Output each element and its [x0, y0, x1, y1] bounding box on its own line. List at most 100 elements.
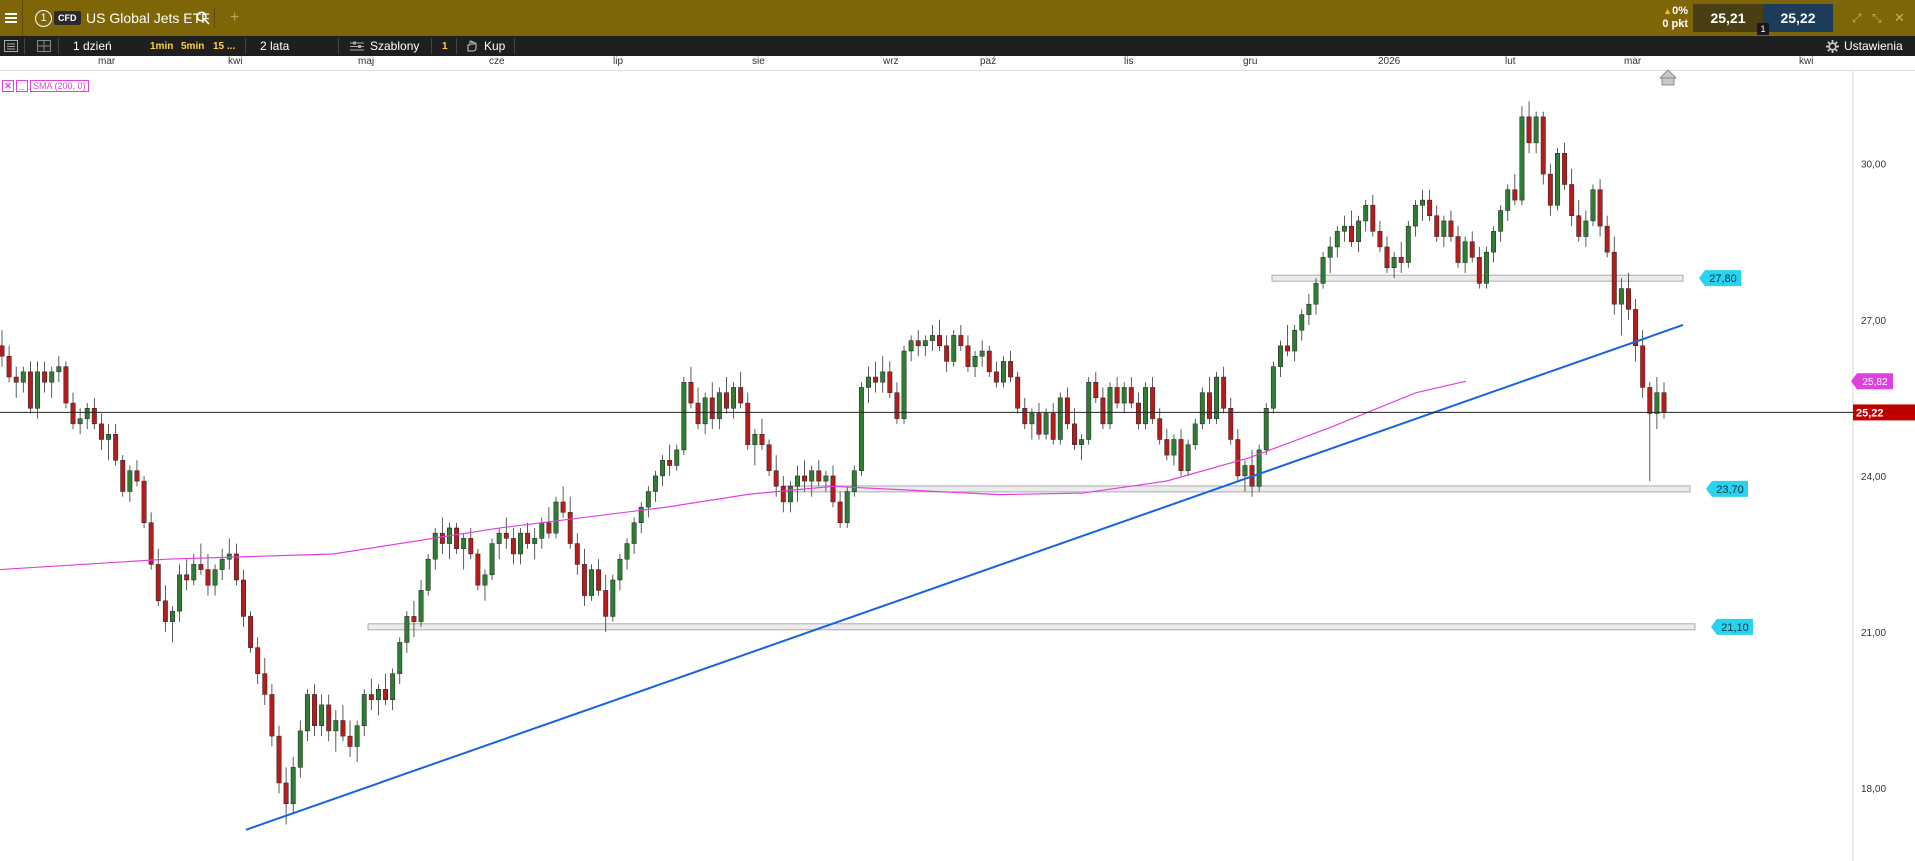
candle-body: [1029, 413, 1035, 425]
candle-body: [958, 335, 964, 347]
candle-body: [759, 434, 765, 445]
candle-body: [1341, 225, 1347, 232]
candle-body: [482, 574, 488, 586]
level-label-bg[interactable]: [1706, 480, 1748, 497]
window-number-badge[interactable]: 1: [35, 0, 52, 36]
candle-body: [77, 418, 83, 425]
candle-body: [681, 381, 687, 451]
remove-indicator-icon[interactable]: ✕: [2, 80, 14, 92]
trend-line[interactable]: [245, 324, 1684, 831]
level-label: 27,80: [1709, 273, 1737, 285]
current-price-label: 25,22: [1856, 407, 1884, 419]
shrink-icon[interactable]: ⤡: [1872, 10, 1882, 25]
candle-body: [929, 335, 935, 341]
candle-body: [1292, 329, 1298, 352]
candle-body: [27, 371, 33, 409]
candle-body: [1483, 251, 1489, 284]
chart-area[interactable]: 30,00 27,00 24,00 21,00 18,00 27,80 23,70 21,1…: [0, 70, 1915, 861]
candle-body: [901, 350, 907, 419]
candle-body: [1654, 392, 1660, 414]
settings-button[interactable]: Ustawienia: [1826, 36, 1903, 56]
candle-body: [1647, 387, 1653, 414]
gear-icon: [1826, 39, 1839, 53]
month-label: gru: [1243, 56, 1258, 67]
divider: [214, 8, 215, 28]
candle-body: [461, 538, 467, 550]
triangle-up-icon: ▲: [1663, 6, 1673, 16]
candle-body: [1150, 387, 1156, 419]
candle-body: [553, 501, 559, 534]
candle-body: [177, 574, 183, 612]
candle-body: [667, 460, 673, 466]
y-tick-label: 21,00: [1861, 628, 1886, 639]
candle-body: [1221, 376, 1227, 409]
candle-body: [1206, 392, 1212, 419]
candle-body: [1611, 251, 1617, 305]
candle-body: [1547, 173, 1553, 206]
candle-body: [1640, 345, 1646, 388]
instrument-name[interactable]: US Global Jets ETF: [86, 10, 210, 26]
quick-interval-5min[interactable]: 5min: [181, 40, 205, 52]
ask-price: 25,22: [1780, 10, 1816, 26]
candle-body: [809, 470, 815, 482]
bid-button[interactable]: 25,21: [1693, 4, 1763, 32]
candle-body: [248, 616, 254, 648]
candle-body: [155, 564, 161, 602]
candle-body: [255, 647, 261, 674]
quick-interval-1min[interactable]: 1min: [150, 40, 174, 52]
scroll-home-icon[interactable]: [1659, 70, 1677, 86]
close-icon[interactable]: ✕: [1894, 10, 1905, 25]
candle-body: [1462, 241, 1468, 263]
candle-body: [894, 392, 900, 419]
search-icon[interactable]: [196, 0, 210, 36]
candle-body: [35, 371, 40, 409]
horizontal-levels[interactable]: [367, 274, 1696, 631]
month-label: sie: [752, 56, 765, 67]
candle-body: [91, 408, 97, 425]
candle-body: [631, 522, 637, 544]
plus-icon[interactable]: +: [230, 9, 240, 26]
candle-body: [993, 371, 999, 383]
minimize-indicator-icon[interactable]: _: [16, 80, 28, 92]
level-label-bg[interactable]: [1711, 618, 1753, 635]
candle-body: [802, 475, 808, 482]
candle-body: [390, 673, 396, 700]
layout-icon[interactable]: [37, 36, 51, 56]
candle-body: [340, 720, 346, 737]
sma-indicator-label[interactable]: SMA (200, 0): [30, 80, 89, 92]
ask-button[interactable]: 25,22: [1763, 4, 1833, 32]
candle-body: [1121, 387, 1127, 404]
candle-body: [951, 335, 957, 362]
order-count-badge: 1: [442, 40, 448, 52]
quick-interval-15[interactable]: 15 ...: [213, 40, 236, 52]
candle-body: [283, 782, 289, 805]
range-selector[interactable]: 2 lata: [260, 39, 290, 53]
candle-body: [837, 501, 843, 523]
candle-body: [1356, 220, 1362, 242]
candle-body: [617, 558, 623, 581]
candle-body: [404, 616, 410, 643]
templates-button[interactable]: Szablony: [350, 36, 419, 56]
candle-body: [560, 501, 566, 513]
y-tick-label: 24,00: [1861, 472, 1886, 483]
hamburger-icon[interactable]: [0, 0, 23, 36]
candle-body: [645, 491, 651, 508]
candle-body: [503, 532, 509, 539]
sma-line[interactable]: [0, 380, 1467, 571]
candle-body: [1512, 189, 1518, 201]
level-zone[interactable]: [367, 623, 1696, 631]
candle-body: [1434, 215, 1440, 237]
candle-body: [319, 704, 325, 726]
buy-button[interactable]: Kup: [466, 36, 505, 56]
expand-icon[interactable]: ⤢: [1852, 10, 1862, 25]
list-icon[interactable]: [4, 36, 18, 56]
candle-body: [937, 335, 942, 347]
price-chart[interactable]: 30,00 27,00 24,00 21,00 18,00 27,80 23,70 21,1…: [0, 70, 1915, 861]
candle-body: [1235, 439, 1241, 477]
candle-body: [965, 345, 971, 367]
change-points: 0 pkt: [1662, 18, 1688, 30]
level-label-bg[interactable]: [1699, 270, 1741, 287]
interval-selector[interactable]: 1 dzień: [73, 39, 112, 53]
candle-body: [944, 345, 950, 362]
time-axis[interactable]: mar kwi maj cze lip sie wrz paź lis gru …: [0, 56, 1915, 71]
